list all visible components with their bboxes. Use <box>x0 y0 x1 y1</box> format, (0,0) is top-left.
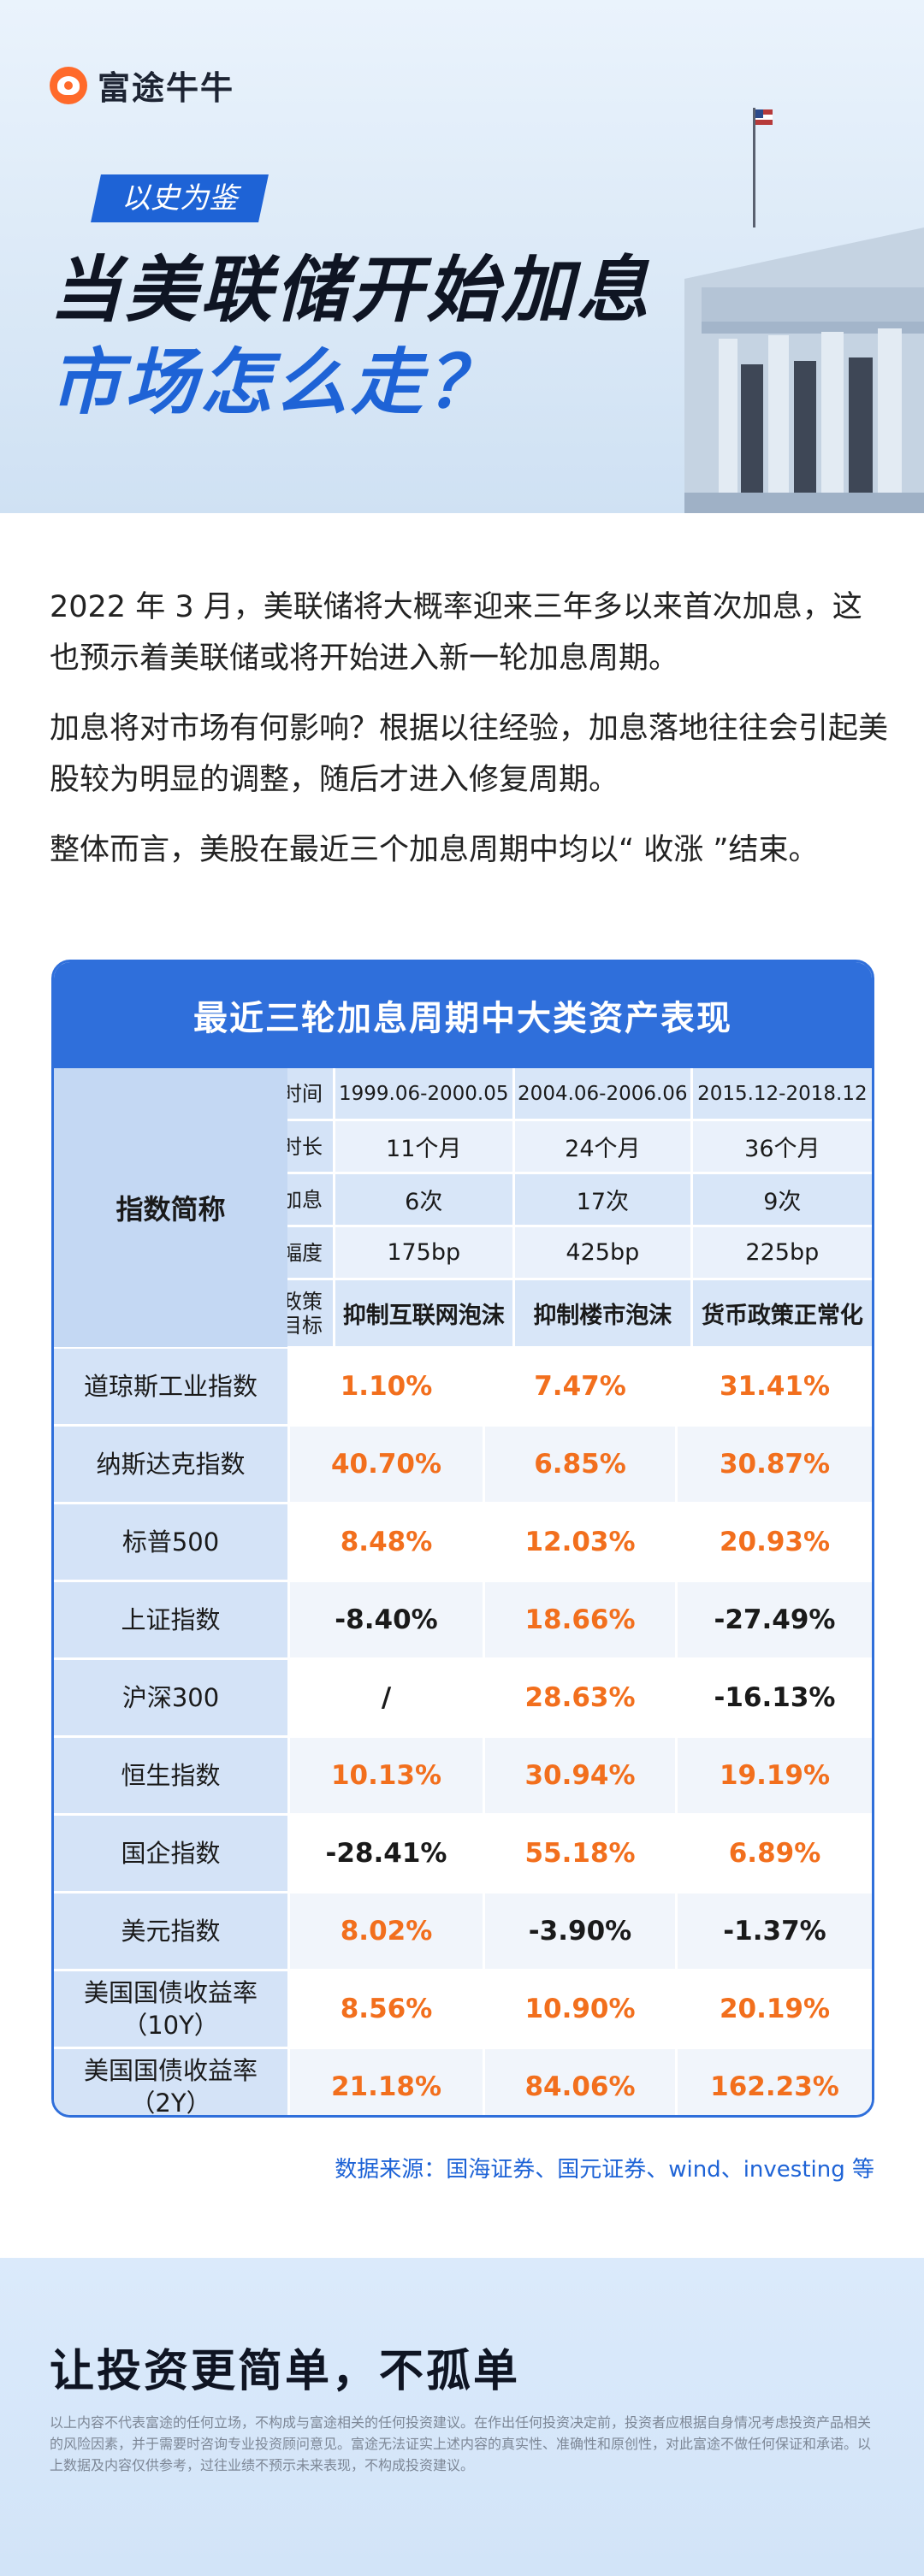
federal-reserve-building-illustration <box>684 108 924 513</box>
table-row: 道琼斯工业指数 1.10% 7.47% 31.41% <box>54 1349 872 1427</box>
performance-value: 8.02% <box>290 1894 485 1971</box>
brand-logo: 富途牛牛 <box>50 62 234 109</box>
index-name: 标普500 <box>54 1504 290 1582</box>
performance-value: 31.41% <box>678 1349 872 1427</box>
header-value: 425bp <box>514 1227 693 1280</box>
performance-value: 18.66% <box>485 1582 678 1660</box>
performance-value: 6.89% <box>678 1816 872 1894</box>
performance-value: -28.41% <box>290 1816 485 1894</box>
index-name: 国企指数 <box>54 1816 290 1894</box>
index-name: 美国国债收益率（10Y） <box>54 1971 290 2049</box>
index-name-header: 指数简称 <box>54 1068 287 1347</box>
performance-value: 20.93% <box>678 1504 872 1582</box>
performance-value: 40.70% <box>290 1427 485 1504</box>
hero-title-line1: 当美联储开始加息 <box>50 248 653 332</box>
futu-logo-icon <box>50 66 87 104</box>
table-title: 最近三轮加息周期中大类资产表现 <box>54 962 872 1068</box>
performance-value: 20.19% <box>678 1971 872 2049</box>
performance-value: -16.13% <box>678 1660 872 1738</box>
index-name: 恒生指数 <box>54 1738 290 1816</box>
index-name: 纳斯达克指数 <box>54 1427 290 1504</box>
hero-tag-label: 以史为鉴 <box>121 181 238 216</box>
rate-hike-performance-table: 最近三轮加息周期中大类资产表现 指数简称 时间 1999.06-2000.05 … <box>51 960 874 2118</box>
header-value: 抑制楼市泡沫 <box>514 1280 693 1349</box>
header-value: 2015.12-2018.12 <box>692 1068 872 1121</box>
header-value: 24个月 <box>514 1121 693 1174</box>
header-value: 9次 <box>692 1174 872 1227</box>
hero-tag: 以史为鉴 <box>91 174 269 222</box>
performance-value: 55.18% <box>485 1816 678 1894</box>
performance-value: 6.85% <box>485 1427 678 1504</box>
performance-value: 28.63% <box>485 1660 678 1738</box>
table-row: 美国国债收益率（2Y） 21.18% 84.06% 162.23% <box>54 2049 872 2115</box>
header-value: 抑制互联网泡沫 <box>335 1280 515 1349</box>
table-row: 恒生指数 10.13% 30.94% 19.19% <box>54 1738 872 1816</box>
index-name: 美国国债收益率（2Y） <box>54 2049 290 2115</box>
index-name: 沪深300 <box>54 1660 290 1738</box>
performance-value: 10.90% <box>485 1971 678 2049</box>
performance-value: / <box>290 1660 485 1738</box>
index-name: 上证指数 <box>54 1582 290 1660</box>
header-value: 17次 <box>514 1174 693 1227</box>
header-value: 货币政策正常化 <box>692 1280 872 1349</box>
table-header: 指数简称 时间 1999.06-2000.05 2004.06-2006.06 … <box>54 1068 872 1349</box>
header-value: 6次 <box>335 1174 515 1227</box>
performance-value: -8.40% <box>290 1582 485 1660</box>
performance-value: 8.56% <box>290 1971 485 2049</box>
table-row: 上证指数 -8.40% 18.66% -27.49% <box>54 1582 872 1660</box>
performance-value: 162.23% <box>678 2049 872 2115</box>
header-value: 225bp <box>692 1227 872 1280</box>
intro-text: 2022 年 3 月，美联储将大概率迎来三年多以来首次加息，这也预示着美联储或将… <box>50 582 888 895</box>
performance-value: -1.37% <box>678 1894 872 1971</box>
header-value: 36个月 <box>692 1121 872 1174</box>
performance-value: 19.19% <box>678 1738 872 1816</box>
performance-value: 30.94% <box>485 1738 678 1816</box>
footer: 让投资更简单，不孤单 以上内容不代表富途的任何立场，不构成与富途相关的任何投资建… <box>0 2258 924 2576</box>
performance-value: 7.47% <box>485 1349 678 1427</box>
table-row: 美元指数 8.02% -3.90% -1.37% <box>54 1894 872 1971</box>
header-value: 2004.06-2006.06 <box>514 1068 693 1121</box>
hero-title-line2: 市场怎么走？ <box>50 340 502 424</box>
index-name: 道琼斯工业指数 <box>54 1349 290 1427</box>
brand-name: 富途牛牛 <box>98 69 235 107</box>
performance-value: 21.18% <box>290 2049 485 2115</box>
intro-paragraph-1: 2022 年 3 月，美联储将大概率迎来三年多以来首次加息，这也预示着美联储或将… <box>50 590 862 676</box>
header-row-policy-goal: 政策目标 抑制互联网泡沫 抑制楼市泡沫 货币政策正常化 <box>54 1280 872 1349</box>
intro-paragraph-2: 加息将对市场有何影响？根据以往经验，加息落地往往会引起美股较为明显的调整，随后才… <box>50 712 889 797</box>
data-source-note: 数据来源：国海证券、国元证券、wind、investing 等 <box>335 2157 874 2183</box>
table-row: 沪深300/28.63% -16.13% <box>54 1660 872 1738</box>
index-name: 美元指数 <box>54 1894 290 1971</box>
table-row: 美国国债收益率（10Y） 8.56% 10.90% 20.19% <box>54 1971 872 2049</box>
performance-value: 8.48% <box>290 1504 485 1582</box>
performance-value: 10.13% <box>290 1738 485 1816</box>
header-value: 1999.06-2000.05 <box>335 1068 515 1121</box>
table-row: 标普500 8.48% 12.03% 20.93% <box>54 1504 872 1582</box>
footer-disclaimer: 以上内容不代表富途的任何立场，不构成与富途相关的任何投资建议。在作出任何投资决定… <box>50 2414 872 2473</box>
header-value: 175bp <box>335 1227 515 1280</box>
table-body: 道琼斯工业指数 1.10% 7.47% 31.41% 纳斯达克指数 40.70% 6.85%… <box>54 1349 872 2115</box>
performance-value: 30.87% <box>678 1427 872 1504</box>
performance-value: 1.10% <box>290 1349 485 1427</box>
header-value: 11个月 <box>335 1121 515 1174</box>
performance-value: -3.90% <box>485 1894 678 1971</box>
header-row-hikes: 加息 6次 17次 9次 <box>54 1174 872 1227</box>
intro-paragraph-3: 整体而言，美股在最近三个加息周期中均以“ 收涨 ”结束。 <box>50 833 819 867</box>
table-row: 纳斯达克指数 40.70% 6.85% 30.87% <box>54 1427 872 1504</box>
hero-banner: 富途牛牛 以史为鉴 当美联储开始加息 市场怎么走？ <box>0 0 924 513</box>
table-row: 国企指数 -28.41% 55.18% 6.89% <box>54 1816 872 1894</box>
performance-value: -27.49% <box>678 1582 872 1660</box>
performance-value: 12.03% <box>485 1504 678 1582</box>
performance-value: 84.06% <box>485 2049 678 2115</box>
footer-slogan: 让投资更简单，不孤单 <box>50 2346 521 2397</box>
header-row-time: 时间 1999.06-2000.05 2004.06-2006.06 2015.… <box>54 1068 872 1121</box>
